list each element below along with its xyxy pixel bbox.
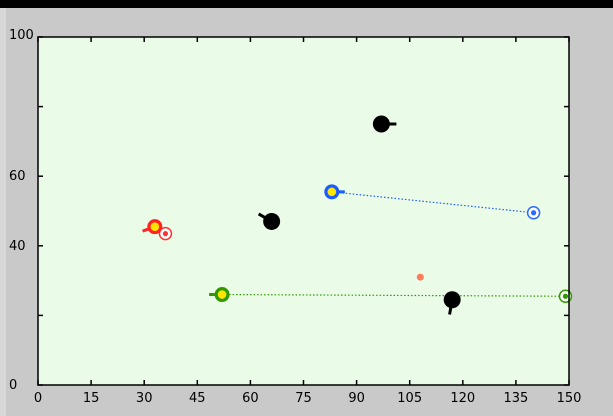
agent-core	[327, 187, 337, 197]
obstacle-body	[263, 212, 281, 230]
agent-trail	[331, 191, 534, 214]
y-tick-labels: 0 40 60 100	[9, 28, 34, 393]
x-tick-label: 30	[136, 391, 153, 406]
x-tick-labels: 0 15 30 45 60 75 90 105 120 135 150	[34, 391, 582, 406]
goal-center	[562, 293, 569, 299]
x-tick-label: 150	[557, 391, 582, 406]
x-tick-label: 90	[348, 391, 365, 406]
food-layer	[416, 273, 424, 281]
y-tick-label: 100	[9, 28, 34, 43]
agent-trail	[222, 293, 566, 297]
y-tick-label: 60	[9, 169, 26, 184]
y-tick-label: 0	[9, 378, 17, 393]
goal-center	[162, 231, 169, 237]
agents-layer	[142, 184, 345, 303]
top-border	[0, 0, 613, 8]
obstacle-body	[372, 115, 390, 133]
x-tick-label: 45	[189, 391, 206, 406]
obstacle-body	[443, 291, 461, 309]
x-tick-label: 75	[295, 391, 312, 406]
obstacles-layer	[257, 115, 461, 315]
agent-core	[217, 290, 227, 299]
agent-core	[150, 222, 160, 231]
plot-background	[38, 37, 569, 385]
x-tick-label: 105	[397, 391, 422, 406]
x-tick-label: 120	[450, 391, 475, 406]
goal-center	[531, 210, 537, 216]
x-tick-label: 0	[34, 391, 42, 406]
y-tick-label: 40	[9, 239, 26, 254]
x-tick-label: 15	[83, 391, 100, 406]
trails-layer	[222, 191, 566, 297]
left-border	[0, 8, 6, 416]
ticks-layer	[37, 36, 570, 386]
x-tick-label: 60	[242, 391, 259, 406]
food-pellet	[416, 273, 424, 281]
x-tick-label: 135	[503, 391, 528, 406]
